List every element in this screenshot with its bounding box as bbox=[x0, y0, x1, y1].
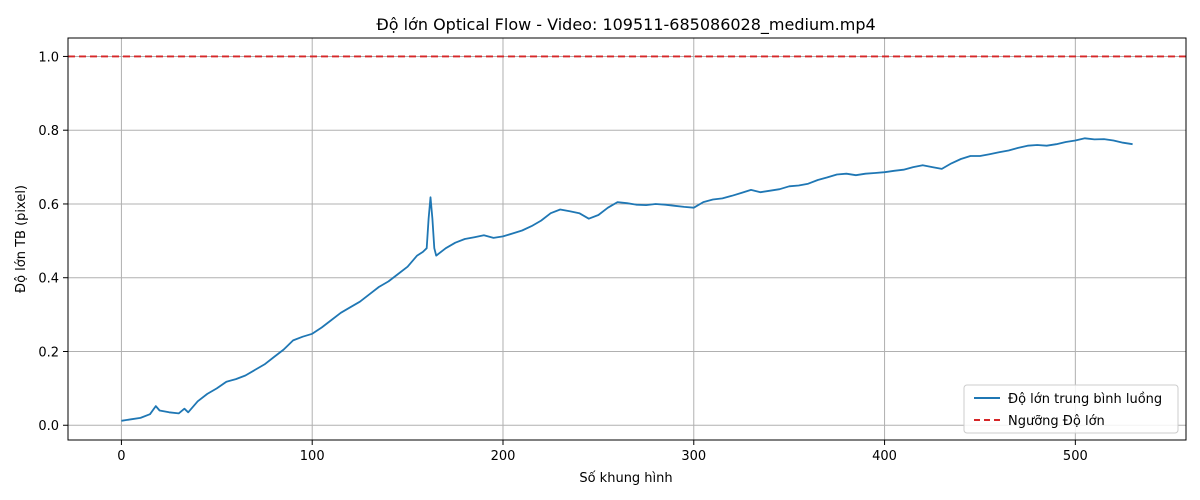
y-tick-label: 0.4 bbox=[38, 272, 59, 287]
y-tick-label: 1.0 bbox=[38, 50, 59, 65]
x-tick-label: 500 bbox=[1063, 449, 1088, 464]
x-tick-label: 0 bbox=[117, 449, 125, 464]
y-tick-label: 0.2 bbox=[38, 345, 59, 360]
x-tick-label: 200 bbox=[491, 449, 516, 464]
y-axis-ticks: 0.0 0.2 0.4 0.6 0.8 1.0 bbox=[38, 50, 68, 434]
x-tick-label: 400 bbox=[872, 449, 897, 464]
y-tick-label: 0.6 bbox=[38, 198, 59, 213]
legend-label-threshold: Ngưỡng Độ lớn bbox=[1008, 414, 1105, 429]
legend-box bbox=[963, 384, 1179, 434]
chart-title: Độ lớn Optical Flow - Video: 109511-6850… bbox=[376, 15, 875, 35]
y-tick-label: 0.8 bbox=[38, 124, 59, 139]
x-axis-ticks: 0 100 200 300 400 500 bbox=[117, 440, 1088, 464]
y-axis-label: Độ lớn TB (pixel) bbox=[14, 185, 29, 293]
series-line-mean-flow bbox=[121, 137, 1133, 422]
x-axis-label: Số khung hình bbox=[579, 471, 672, 486]
x-tick-label: 100 bbox=[300, 449, 325, 464]
legend-label-mean-flow: Độ lớn trung bình luồng bbox=[1008, 392, 1162, 407]
series-layer bbox=[121, 137, 1133, 422]
x-tick-label: 300 bbox=[681, 449, 706, 464]
legend: Độ lớn trung bình luồng Ngưỡng Độ lớn bbox=[963, 384, 1179, 434]
y-tick-label: 0.0 bbox=[38, 419, 59, 434]
plot-frame bbox=[67, 37, 1187, 441]
